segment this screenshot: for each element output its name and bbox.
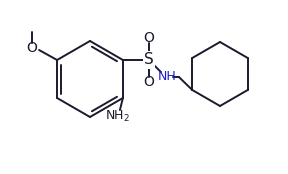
Text: NH$_2$: NH$_2$ xyxy=(105,108,130,124)
Text: O: O xyxy=(143,75,154,89)
Text: S: S xyxy=(144,53,154,68)
Text: NH: NH xyxy=(158,70,176,84)
Text: O: O xyxy=(143,31,154,45)
Text: O: O xyxy=(27,41,37,55)
